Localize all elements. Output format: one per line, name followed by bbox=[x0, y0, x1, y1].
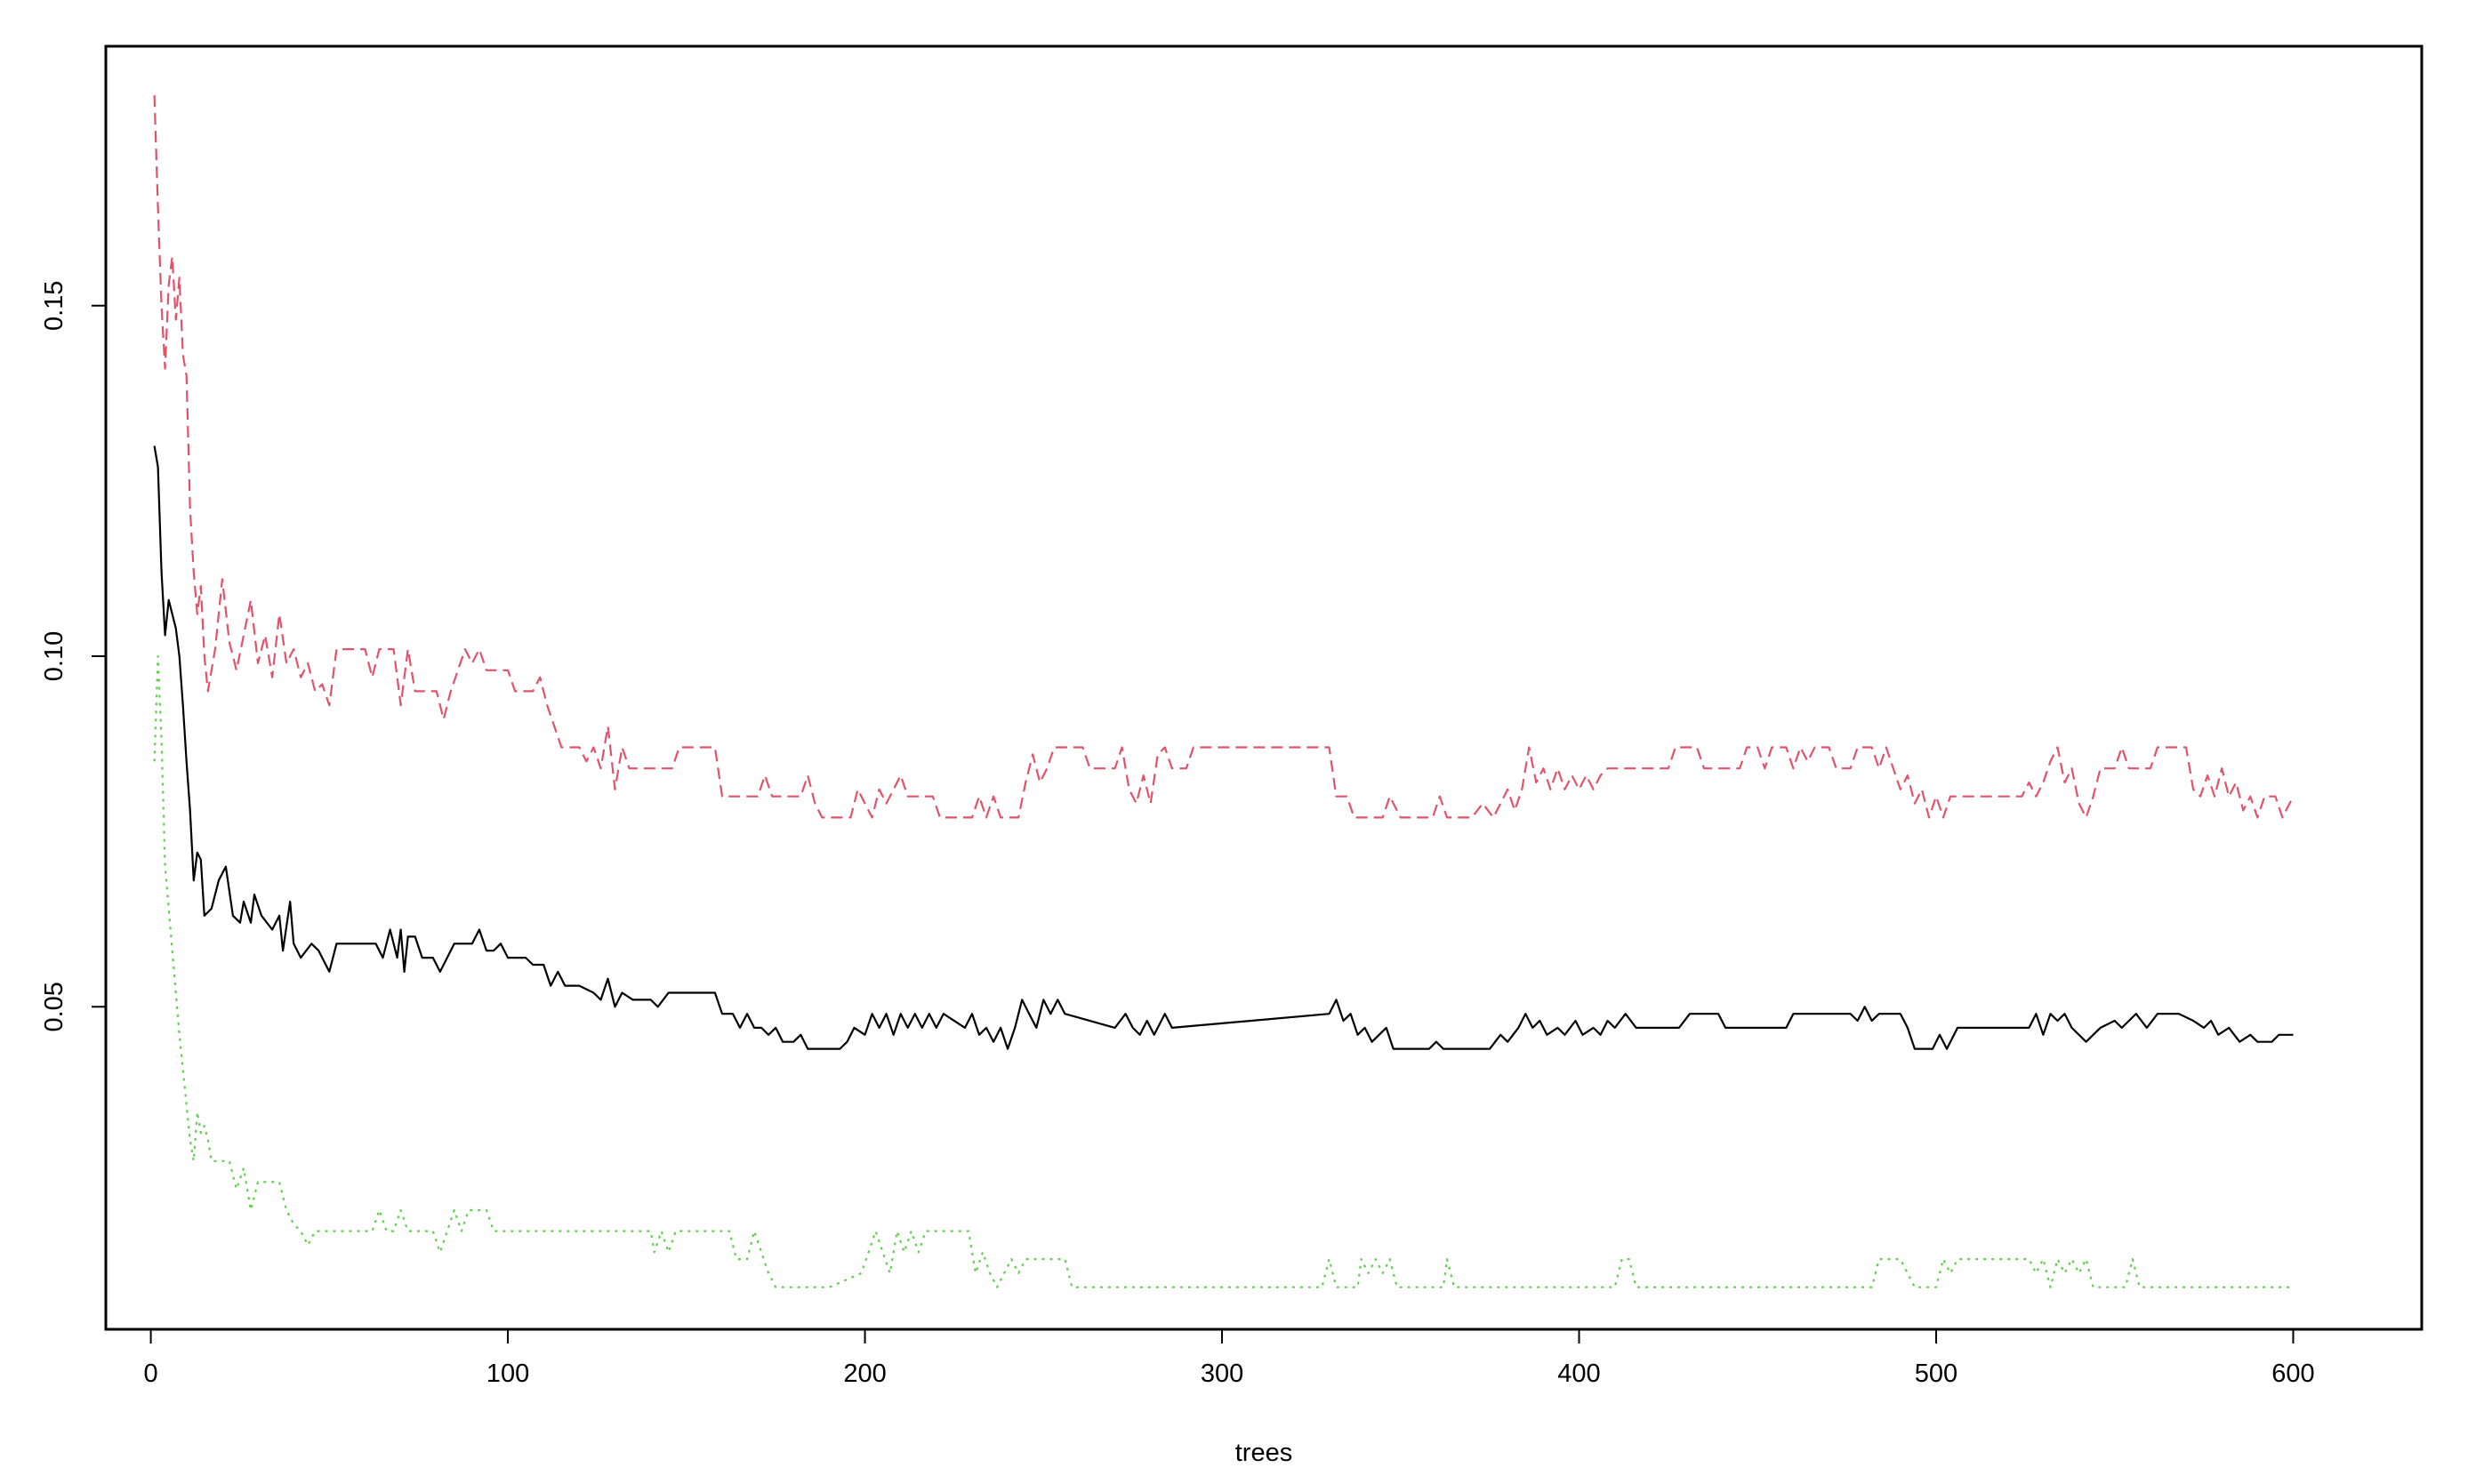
plot-frame bbox=[104, 44, 2424, 1331]
y-tick-label: 0.15 bbox=[40, 281, 68, 331]
series-line-1 bbox=[153, 445, 2294, 1050]
y-tick-label: 0.10 bbox=[40, 631, 68, 681]
x-tick-label: 100 bbox=[486, 1360, 529, 1388]
x-tick-label: 500 bbox=[1915, 1360, 1957, 1388]
x-tick-label: 200 bbox=[843, 1360, 886, 1388]
x-tick-label: 300 bbox=[1201, 1360, 1243, 1388]
series-line-3 bbox=[153, 654, 2294, 1288]
x-tick-label: 400 bbox=[1557, 1360, 1600, 1388]
y-tick-label: 0.05 bbox=[40, 982, 68, 1031]
series-layer bbox=[153, 95, 2295, 1288]
x-axis: 0 100 200 300 400 500 600 bbox=[144, 1328, 2315, 1388]
x-tick-label: 0 bbox=[144, 1360, 158, 1388]
series-line-2 bbox=[153, 95, 2295, 819]
x-tick-label: 600 bbox=[2271, 1360, 2314, 1388]
y-axis: 0.05 0.10 0.15 bbox=[40, 281, 107, 1032]
x-axis-title: trees bbox=[1235, 1439, 1292, 1467]
